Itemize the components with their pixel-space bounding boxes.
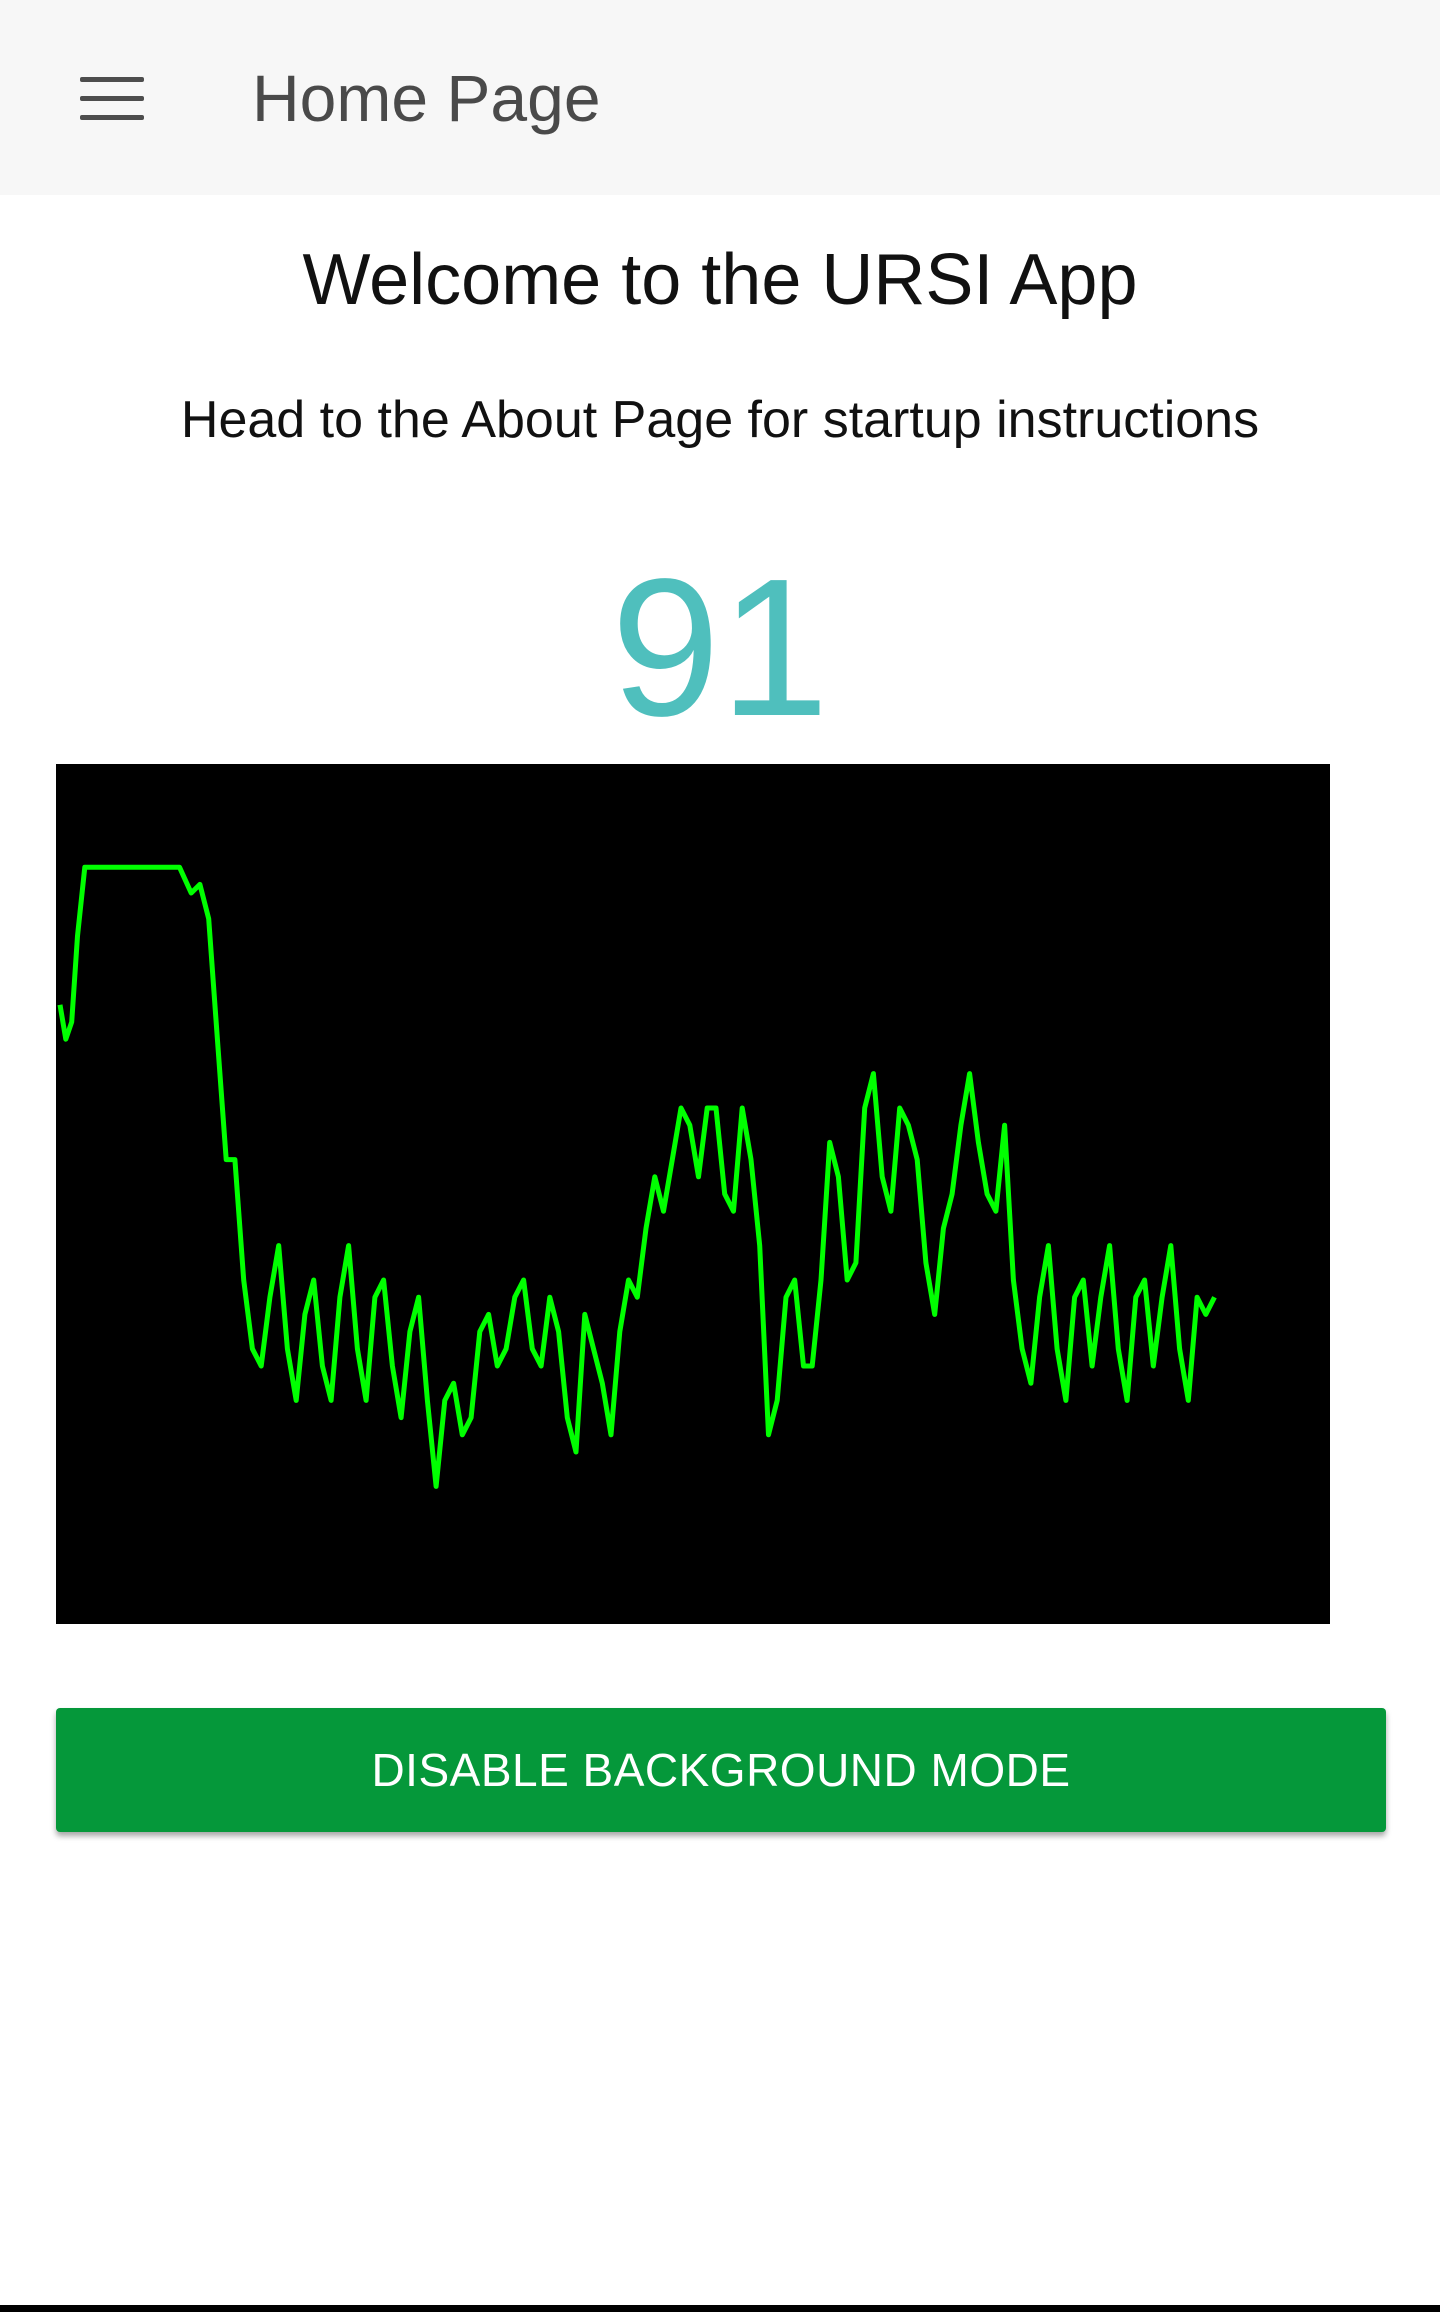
startup-instructions-text: Head to the About Page for startup instr… — [180, 391, 1260, 449]
screen-bottom-edge — [0, 2305, 1440, 2312]
waveform-chart — [57, 864, 1217, 1489]
disable-background-mode-button[interactable]: DISABLE BACKGROUND MODE — [56, 1708, 1386, 1832]
heart-rate-value: 91 — [610, 538, 829, 757]
app-bar: Home Page — [0, 0, 1440, 195]
page-title: Home Page — [252, 61, 601, 135]
waveform-display — [56, 764, 1330, 1624]
waveform-line — [57, 864, 1217, 1489]
hamburger-menu-icon[interactable] — [80, 77, 144, 123]
menu-button[interactable] — [60, 55, 164, 145]
welcome-heading: Welcome to the URSI App — [302, 240, 1138, 320]
